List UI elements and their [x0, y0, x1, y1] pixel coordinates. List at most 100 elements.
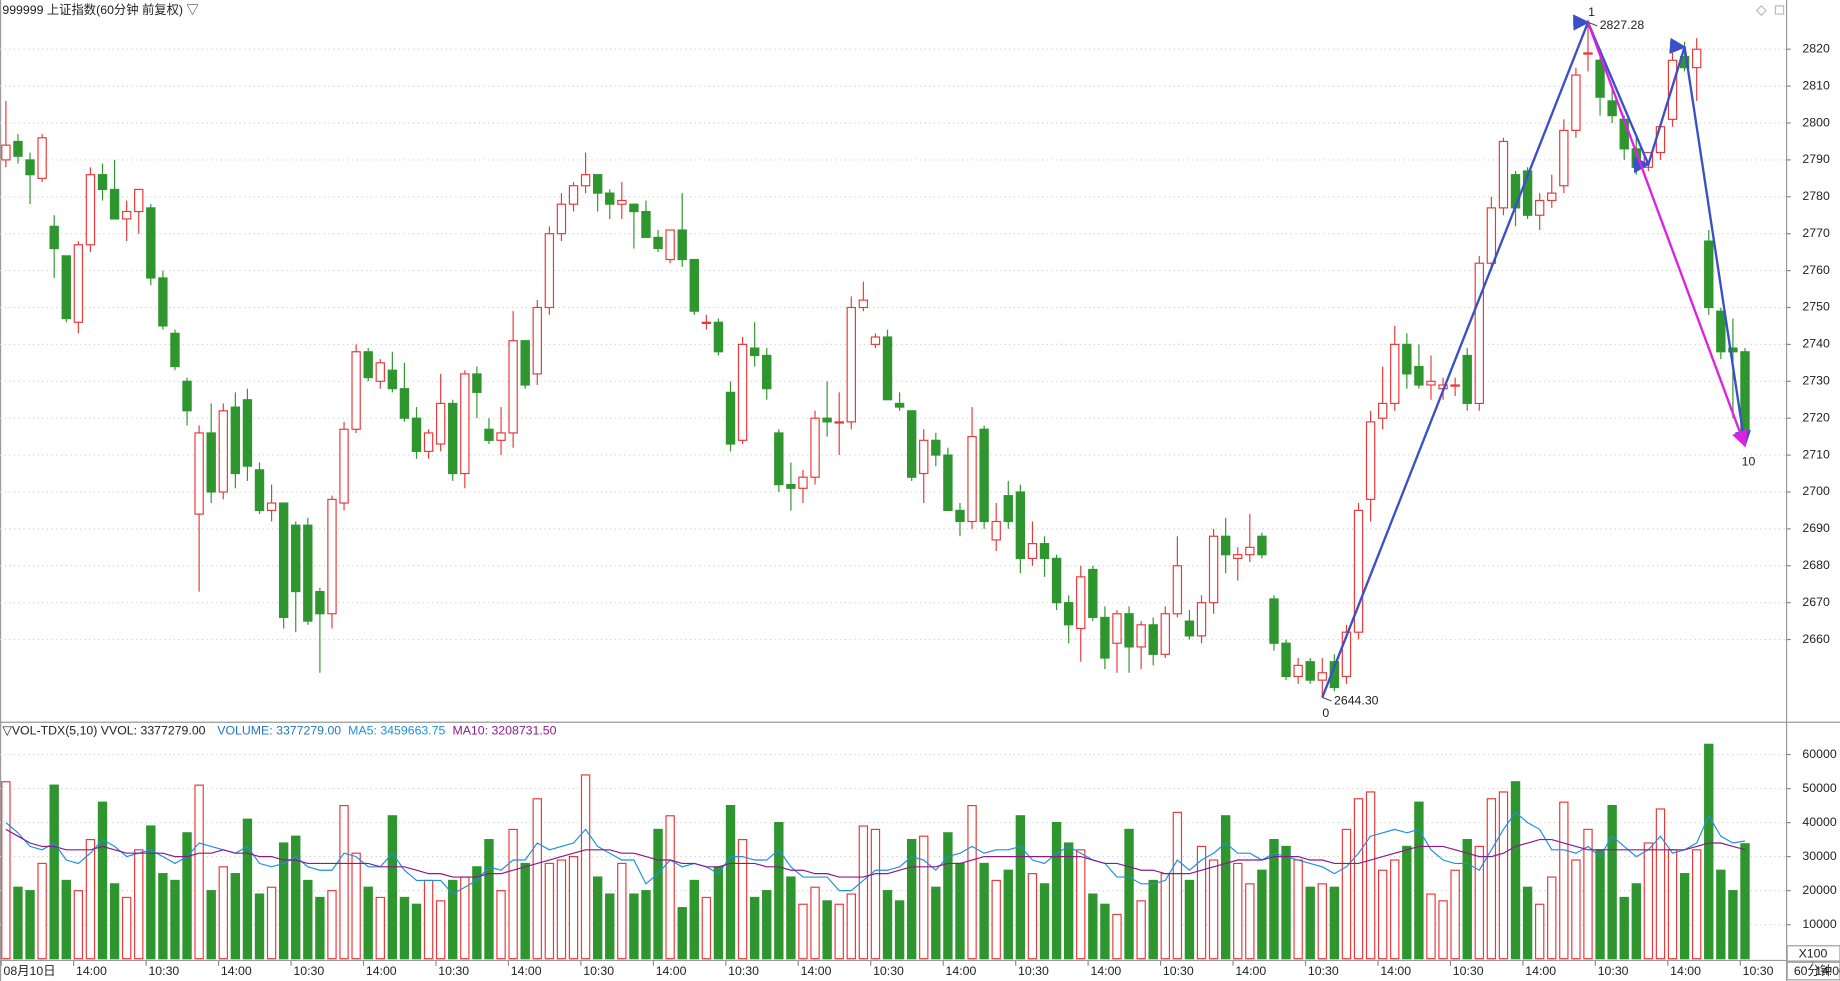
- volume-bar: [1015, 815, 1026, 960]
- volume-bar: [967, 804, 977, 960]
- candle-body: [1704, 240, 1714, 309]
- volume-bar: [1438, 900, 1448, 960]
- volume-bar: [25, 890, 35, 960]
- x-tick-label: 14:00: [366, 964, 397, 978]
- candle-body: [484, 428, 494, 441]
- candle-body: [242, 399, 253, 467]
- candle-body: [1498, 140, 1509, 209]
- x-tick-label: 14:00: [1090, 964, 1121, 978]
- volume-bar: [61, 879, 71, 960]
- volume-bar: [218, 866, 228, 960]
- candle-body: [218, 410, 228, 493]
- volume-bar: [955, 862, 965, 960]
- volume-bar: [1426, 893, 1436, 960]
- candle-body: [1076, 576, 1086, 630]
- volume-bar: [1691, 849, 1702, 960]
- candle-body: [858, 299, 869, 309]
- candle-body: [1474, 262, 1484, 405]
- volume-bar: [1196, 845, 1207, 960]
- y-tick-label: 2810: [1802, 78, 1830, 92]
- candle-body: [266, 502, 277, 512]
- volume-bar: [1474, 845, 1484, 960]
- volume-bar: [170, 879, 180, 960]
- volume-bar: [882, 890, 893, 960]
- unit-label: X100: [1799, 946, 1828, 960]
- x-tick-label: 14:00: [1235, 964, 1266, 978]
- volume-bar: [1172, 811, 1183, 960]
- volume-bar: [991, 879, 1001, 960]
- candle-body: [979, 428, 989, 523]
- x-tick-label: 10:30: [1018, 964, 1049, 978]
- candle-body: [61, 255, 71, 320]
- volume-bar: [37, 862, 47, 960]
- volume-bar: [1076, 849, 1086, 960]
- volume-bar: [315, 896, 325, 960]
- volume-bar: [834, 903, 844, 960]
- volume-bar: [520, 862, 530, 960]
- candle-body: [1559, 129, 1569, 187]
- x-tick-label: 14:00: [221, 964, 252, 978]
- volume-bar: [1667, 849, 1678, 960]
- candle-body: [496, 432, 506, 441]
- candle-body: [762, 354, 772, 390]
- volume-bar: [1027, 873, 1038, 960]
- y-tick-label: 30000: [1802, 849, 1836, 863]
- volume-bar: [387, 815, 398, 960]
- volume-bar: [713, 866, 724, 960]
- candle-body: [1160, 613, 1170, 655]
- volume-bar: [1160, 873, 1170, 960]
- candle-body: [1377, 402, 1388, 419]
- volume-bar: [182, 832, 192, 960]
- y-tick-label: 2700: [1802, 484, 1830, 498]
- candle-body: [1196, 602, 1207, 637]
- x-tick-label: 14:00: [1815, 964, 1840, 978]
- candle-body: [1571, 74, 1581, 131]
- volume-bar: [1003, 869, 1013, 960]
- volume-bar: [1365, 791, 1376, 960]
- volume-bar: [423, 879, 434, 960]
- x-tick-label: 10:30: [1163, 964, 1194, 978]
- candle-body: [568, 185, 579, 205]
- volume-bar: [1112, 913, 1122, 960]
- candle-body: [641, 210, 651, 238]
- volume-bar: [1619, 896, 1629, 960]
- volume-bar: [254, 893, 265, 960]
- volume-bar: [496, 890, 506, 960]
- period-label: 60分钟: [1794, 963, 1832, 978]
- candle-body: [1402, 343, 1412, 375]
- candle-body: [254, 469, 265, 512]
- candle-body: [749, 347, 760, 357]
- y-tick-label: 2720: [1802, 410, 1830, 424]
- y-tick-label: 60000: [1802, 747, 1836, 761]
- volume-bar: [858, 825, 869, 960]
- volume-bar: [1293, 859, 1303, 960]
- volume-bar: [1341, 828, 1352, 960]
- candle-body: [387, 369, 398, 390]
- volume-bar: [448, 879, 458, 960]
- volume-bar: [701, 896, 712, 960]
- volume-bar: [278, 842, 289, 960]
- volume-bar: [121, 896, 132, 960]
- y-tick-label: 2740: [1802, 337, 1830, 351]
- x-tick-label: 10:30: [873, 964, 904, 978]
- y-tick-label: 10000: [1802, 917, 1836, 931]
- candle-body: [870, 336, 881, 345]
- volume-bar: [641, 890, 651, 960]
- candle-body: [351, 351, 361, 430]
- volume-bar: [1498, 791, 1509, 960]
- candle-body: [1390, 343, 1400, 405]
- volume-bar: [1063, 842, 1074, 960]
- volume-bar: [508, 828, 518, 960]
- candle-body: [605, 192, 615, 205]
- x-tick-label: 10:30: [1453, 964, 1484, 978]
- y-tick-label: 50000: [1802, 781, 1836, 795]
- candle-body: [423, 432, 434, 452]
- volume-bar: [592, 876, 603, 960]
- volume-bar: [351, 852, 361, 960]
- candle-body: [1100, 616, 1110, 659]
- candle-body: [725, 391, 736, 445]
- candle-body: [1365, 421, 1376, 500]
- candle-body: [339, 428, 349, 504]
- y-tick-label: 2750: [1802, 300, 1830, 314]
- volume-bar: [556, 859, 567, 960]
